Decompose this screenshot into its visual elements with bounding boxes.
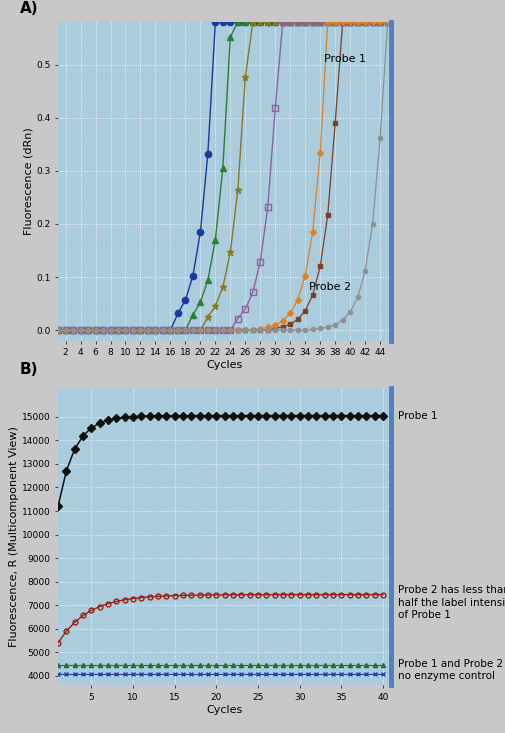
Text: Probe 1: Probe 1 [324,54,366,64]
Text: Probe 2 has less than
half the label intensity
of Probe 1: Probe 2 has less than half the label int… [398,586,505,620]
Y-axis label: Fluorescence, R (Multicomponent View): Fluorescence, R (Multicomponent View) [9,427,19,647]
Y-axis label: Fluorescence (dRn): Fluorescence (dRn) [23,128,33,235]
X-axis label: Cycles: Cycles [207,360,243,370]
Text: A): A) [20,1,38,15]
Text: Probe 1 and Probe 2
no enzyme control: Probe 1 and Probe 2 no enzyme control [398,659,503,681]
Text: Probe 1: Probe 1 [398,410,437,421]
Text: B): B) [20,361,38,377]
X-axis label: Cycles: Cycles [207,704,243,715]
Text: Probe 2: Probe 2 [309,282,351,292]
